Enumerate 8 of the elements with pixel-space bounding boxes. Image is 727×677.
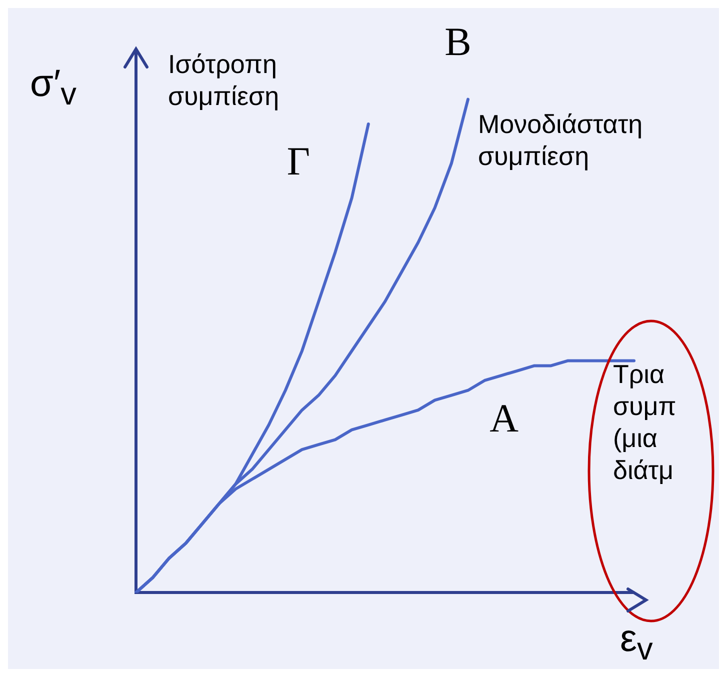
y-axis-title: σ′$_{v}$ bbox=[30, 63, 76, 113]
series-label: Γ bbox=[286, 138, 310, 184]
x-axis-title: ε$_{v}$ bbox=[620, 618, 653, 668]
annotation: Ισότροπη συμπίεση bbox=[168, 48, 280, 112]
annotation: Τρια συμπ (μια διάτμ bbox=[613, 358, 676, 486]
series-label: A bbox=[490, 395, 519, 440]
series-label: B bbox=[444, 18, 472, 64]
annotation: Μονοδιάστατη συμπίεση bbox=[478, 108, 643, 172]
